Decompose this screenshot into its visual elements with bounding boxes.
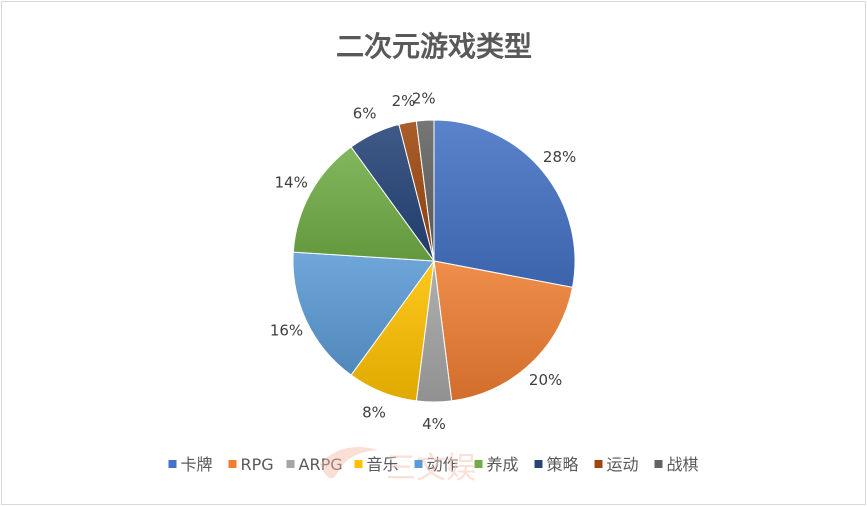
data-label-7: 2% — [392, 92, 416, 110]
data-label-3: 8% — [362, 404, 386, 422]
legend: 卡牌 RPG ARPG 音乐 动作 养成 策略 运动 战棋 — [168, 455, 699, 474]
legend-swatch-1 — [228, 460, 237, 468]
legend-label-1: RPG — [241, 455, 274, 474]
legend-label-4: 动作 — [427, 455, 459, 474]
pie-slice-1 — [433, 260, 574, 402]
legend-swatch-2 — [286, 460, 295, 468]
watermark-text: 三文娱 — [386, 451, 476, 486]
legend-swatch-0 — [168, 460, 177, 468]
pie-slice-8 — [415, 119, 435, 262]
legend-label-8: 战棋 — [667, 455, 699, 474]
data-label-8: 2% — [412, 89, 436, 107]
legend-swatch-7 — [594, 460, 603, 468]
legend-label-6: 策略 — [547, 455, 579, 474]
legend-swatch-4 — [414, 460, 423, 468]
data-label-4: 16% — [270, 321, 303, 339]
pie-slice-5 — [292, 146, 436, 262]
legend-label-3: 音乐 — [367, 455, 399, 474]
pie-slice-0 — [433, 119, 576, 289]
data-label-2: 4% — [422, 415, 446, 433]
chart-title: 二次元游戏类型 — [336, 30, 532, 63]
legend-label-0: 卡牌 — [181, 455, 213, 474]
pie-slice-4 — [292, 251, 435, 376]
data-label-0: 28% — [543, 148, 576, 166]
data-labels: 28% 20% 4% 8% 16% 14% 6% 2%2% — [270, 89, 576, 433]
data-label-6: 6% — [353, 105, 377, 123]
data-label-1: 20% — [529, 371, 562, 389]
legend-swatch-8 — [654, 460, 663, 468]
pie-slices — [292, 119, 576, 403]
legend-label-5: 养成 — [487, 455, 519, 474]
legend-label-2: ARPG — [299, 455, 343, 474]
watermark-logo-icon — [320, 447, 378, 479]
data-label-5: 14% — [275, 174, 308, 192]
legend-label-7: 运动 — [607, 455, 639, 474]
legend-swatch-5 — [474, 460, 483, 468]
watermark: 三文娱 — [320, 447, 476, 486]
legend-swatch-6 — [534, 460, 543, 468]
legend-swatch-3 — [354, 460, 363, 468]
